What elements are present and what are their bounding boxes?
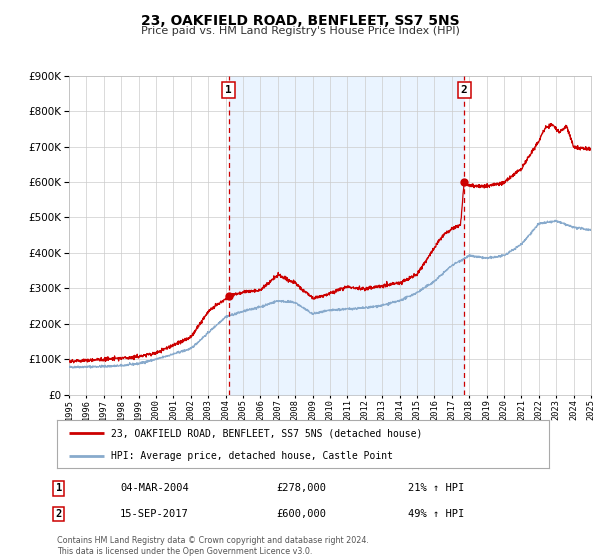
Text: £278,000: £278,000 [276,483,326,493]
Text: 23, OAKFIELD ROAD, BENFLEET, SS7 5NS: 23, OAKFIELD ROAD, BENFLEET, SS7 5NS [140,14,460,28]
Text: This data is licensed under the Open Government Licence v3.0.: This data is licensed under the Open Gov… [57,547,313,556]
Text: 23, OAKFIELD ROAD, BENFLEET, SS7 5NS (detached house): 23, OAKFIELD ROAD, BENFLEET, SS7 5NS (de… [111,428,422,438]
Text: 49% ↑ HPI: 49% ↑ HPI [408,509,464,519]
Text: £600,000: £600,000 [276,509,326,519]
Text: Price paid vs. HM Land Registry's House Price Index (HPI): Price paid vs. HM Land Registry's House … [140,26,460,36]
Text: 04-MAR-2004: 04-MAR-2004 [120,483,189,493]
Text: HPI: Average price, detached house, Castle Point: HPI: Average price, detached house, Cast… [111,451,393,461]
Text: Contains HM Land Registry data © Crown copyright and database right 2024.: Contains HM Land Registry data © Crown c… [57,536,369,545]
Text: 1: 1 [225,85,232,95]
Text: 1: 1 [56,483,62,493]
Text: 15-SEP-2017: 15-SEP-2017 [120,509,189,519]
Text: 21% ↑ HPI: 21% ↑ HPI [408,483,464,493]
Text: 2: 2 [461,85,467,95]
Text: 2: 2 [56,509,62,519]
